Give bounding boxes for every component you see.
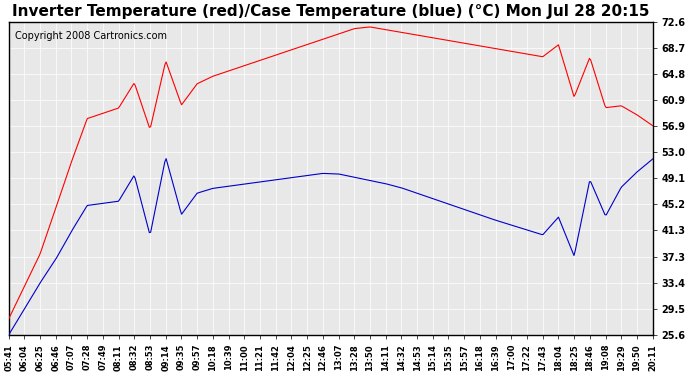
Title: Inverter Temperature (red)/Case Temperature (blue) (°C) Mon Jul 28 20:15: Inverter Temperature (red)/Case Temperat…: [12, 4, 649, 19]
Text: Copyright 2008 Cartronics.com: Copyright 2008 Cartronics.com: [15, 31, 167, 41]
